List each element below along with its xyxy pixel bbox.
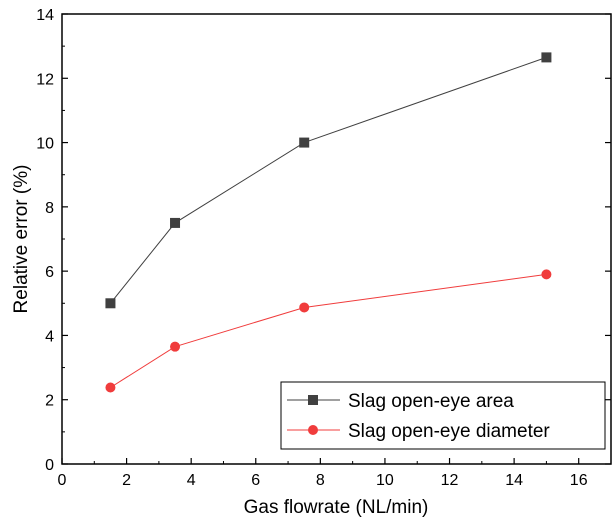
x-tick-label: 2	[122, 472, 131, 489]
y-axis-title: Relative error (%)	[11, 165, 32, 314]
x-tick-label: 4	[187, 472, 196, 489]
x-tick-label: 0	[58, 472, 67, 489]
tick-group: 0 2 4 6 8 10 12 14 16 0 2 4 6 8 10 12 14	[36, 7, 611, 489]
y-tick-label: 0	[45, 457, 54, 474]
series-line	[110, 56, 547, 304]
data-point	[541, 269, 552, 280]
x-tick-label: 12	[441, 472, 459, 489]
x-tick-label: 8	[316, 472, 325, 489]
data-point	[299, 302, 310, 313]
y-tick-label: 14	[36, 7, 54, 24]
plot-frame	[61, 13, 612, 465]
data-point	[170, 341, 181, 352]
series-group	[105, 52, 552, 393]
x-tick-label: 16	[570, 472, 588, 489]
legend-marker	[308, 395, 318, 405]
series-line	[110, 273, 547, 388]
y-tick-label: 12	[36, 71, 54, 88]
data-point	[105, 382, 116, 393]
y-tick-label: 8	[45, 200, 54, 217]
x-tick-label: 6	[251, 472, 260, 489]
legend-label: Slag open-eye area	[348, 391, 514, 412]
y-tick-label: 2	[45, 393, 54, 410]
data-point	[105, 298, 116, 309]
legend: Slag open-eye area Slag open-eye diameter	[280, 381, 606, 450]
x-axis-title: Gas flowrate (NL/min)	[244, 497, 429, 518]
legend-label: Slag open-eye diameter	[348, 421, 550, 442]
data-point	[541, 52, 552, 63]
y-tick-label: 4	[45, 328, 54, 345]
legend-box	[280, 381, 606, 450]
data-point	[170, 217, 181, 228]
legend-marker	[308, 425, 318, 435]
y-tick-label: 6	[45, 264, 54, 281]
data-point	[299, 137, 310, 148]
x-tick-label: 10	[376, 472, 394, 489]
x-tick-label: 14	[505, 472, 523, 489]
y-tick-label: 10	[36, 136, 54, 153]
